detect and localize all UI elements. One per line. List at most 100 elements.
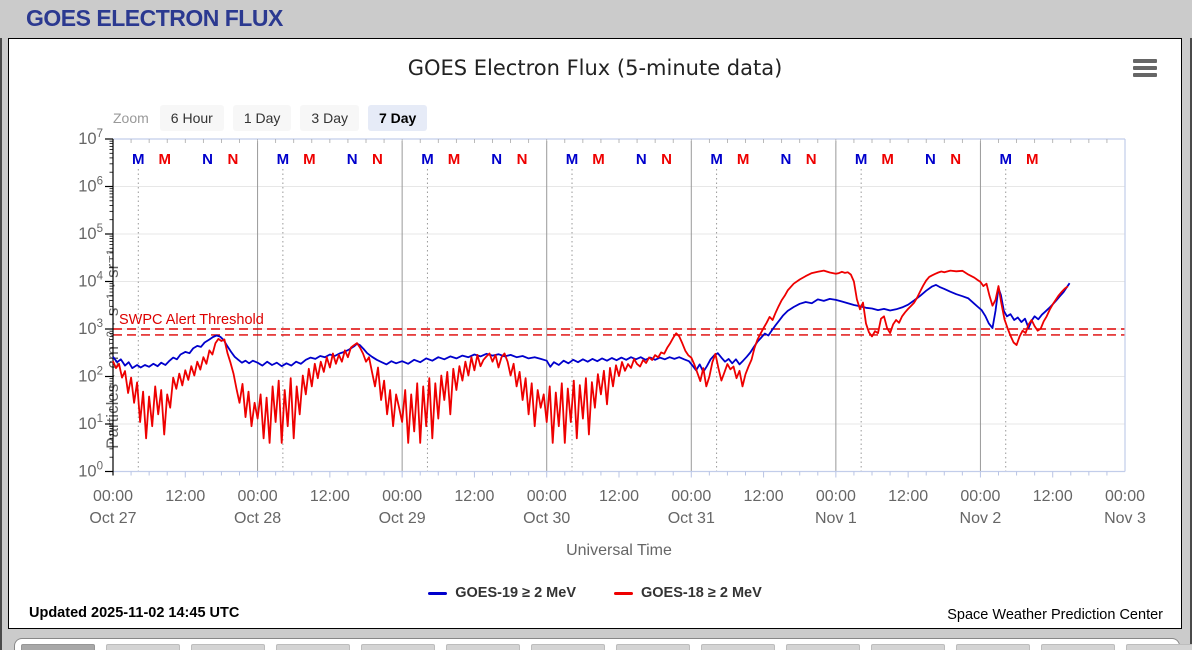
satellite-marker-M: M xyxy=(159,151,172,168)
satellite-marker-N: N xyxy=(227,151,238,168)
x-tick-date-label: Nov 1 xyxy=(815,510,857,527)
satellite-marker-M: M xyxy=(855,151,868,168)
zoom-button-3day[interactable]: 3 Day xyxy=(300,105,359,131)
satellite-marker-M: M xyxy=(303,151,316,168)
satellite-marker-N: N xyxy=(517,151,528,168)
satellite-marker-N: N xyxy=(372,151,383,168)
x-tick-time-label: 12:00 xyxy=(165,488,205,505)
legend-label-goes19: GOES-19 ≥ 2 MeV xyxy=(455,585,576,601)
x-tick-time-label: 12:00 xyxy=(888,488,928,505)
satellite-marker-M: M xyxy=(710,151,723,168)
satellite-marker-N: N xyxy=(780,151,791,168)
x-tick-time-label: 12:00 xyxy=(454,488,494,505)
x-tick-time-label: 00:00 xyxy=(960,488,1000,505)
x-axis-title: Universal Time xyxy=(566,542,672,559)
flux-chart[interactable]: SWPC Alert Threshold 100 101 102 103 104 105 10… xyxy=(9,39,1181,599)
bottom-tab[interactable] xyxy=(446,644,520,650)
chart-legend: GOES-19 ≥ 2 MeV GOES-18 ≥ 2 MeV xyxy=(9,585,1181,601)
satellite-marker-M: M xyxy=(1026,151,1039,168)
x-tick-time-label: 00:00 xyxy=(527,488,567,505)
bottom-tab-row xyxy=(21,644,1192,650)
chart-panel: SWPC Alert Threshold 100 101 102 103 104 105 10… xyxy=(8,38,1182,629)
x-tick-date-label: Nov 2 xyxy=(960,510,1002,527)
satellite-marker-N: N xyxy=(925,151,936,168)
x-tick-date-label: Oct 27 xyxy=(89,510,136,527)
swpc-threshold-label: SWPC Alert Threshold xyxy=(119,312,264,328)
satellite-marker-M: M xyxy=(737,151,750,168)
satellite-marker-N: N xyxy=(491,151,502,168)
satellite-marker-M: M xyxy=(592,151,605,168)
bottom-tab[interactable] xyxy=(1126,644,1192,650)
y-tick-label: 107 xyxy=(78,128,103,148)
bottom-partial-widget xyxy=(14,638,1192,650)
satellite-marker-M: M xyxy=(566,151,579,168)
satellite-marker-M: M xyxy=(277,151,290,168)
x-tick-time-label: 00:00 xyxy=(382,488,422,505)
updated-timestamp: Updated 2025-11-02 14:45 UTC xyxy=(29,605,240,621)
swpc-credit: Space Weather Prediction Center xyxy=(947,607,1163,623)
x-tick-time-label: 12:00 xyxy=(744,488,784,505)
x-tick-date-label: Oct 29 xyxy=(379,510,426,527)
bottom-tab[interactable] xyxy=(21,644,95,650)
satellite-marker-M: M xyxy=(132,151,145,168)
x-tick-date-label: Oct 28 xyxy=(234,510,281,527)
legend-item-goes18[interactable]: GOES-18 ≥ 2 MeV xyxy=(614,585,762,601)
zoom-button-6hour[interactable]: 6 Hour xyxy=(159,105,224,131)
y-tick-label: 106 xyxy=(78,176,103,196)
satellite-marker-M: M xyxy=(448,151,461,168)
zoom-button-1day[interactable]: 1 Day xyxy=(232,105,292,131)
y-tick-label: 103 xyxy=(78,318,103,338)
x-tick-time-label: 12:00 xyxy=(1033,488,1073,505)
bottom-tab[interactable] xyxy=(616,644,690,650)
series-line-goes18 xyxy=(112,269,1069,444)
satellite-marker-N: N xyxy=(661,151,672,168)
satellite-marker-N: N xyxy=(347,151,358,168)
bottom-tab[interactable] xyxy=(701,644,775,650)
bottom-tab[interactable] xyxy=(531,644,605,650)
bottom-tab[interactable] xyxy=(106,644,180,650)
app-header: GOES ELECTRON FLUX xyxy=(0,0,1192,37)
zoom-label: Zoom xyxy=(113,110,149,126)
satellite-marker-N: N xyxy=(202,151,213,168)
panel-footer: Updated 2025-11-02 14:45 UTC Space Weath… xyxy=(9,603,1181,627)
legend-item-goes19[interactable]: GOES-19 ≥ 2 MeV xyxy=(428,585,576,601)
y-tick-label: 101 xyxy=(78,413,103,433)
y-tick-label: 105 xyxy=(78,223,103,243)
content-frame xyxy=(0,38,1192,650)
goes19-line-swatch xyxy=(428,591,448,595)
x-tick-time-label: 00:00 xyxy=(238,488,278,505)
x-tick-date-label: Nov 3 xyxy=(1104,510,1146,527)
satellite-marker-M: M xyxy=(999,151,1012,168)
goes18-line-swatch xyxy=(614,591,633,595)
satellite-marker-M: M xyxy=(421,151,434,168)
x-tick-date-label: Oct 30 xyxy=(523,510,570,527)
bottom-tab[interactable] xyxy=(191,644,265,650)
satellite-marker-N: N xyxy=(806,151,817,168)
y-tick-label: 100 xyxy=(78,461,103,481)
zoom-controls: Zoom 6 Hour 1 Day 3 Day 7 Day xyxy=(113,105,428,131)
y-tick-label: 102 xyxy=(78,366,103,386)
x-tick-time-label: 00:00 xyxy=(1105,488,1145,505)
x-tick-time-label: 00:00 xyxy=(671,488,711,505)
bottom-tab[interactable] xyxy=(1041,644,1115,650)
chart-title: GOES Electron Flux (5-minute data) xyxy=(407,56,783,80)
bottom-tab[interactable] xyxy=(276,644,350,650)
satellite-marker-M: M xyxy=(881,151,894,168)
bottom-tab[interactable] xyxy=(361,644,435,650)
bottom-tab[interactable] xyxy=(956,644,1030,650)
y-tick-label: 104 xyxy=(78,271,103,291)
hamburger-menu-icon[interactable] xyxy=(1133,59,1159,81)
x-tick-time-label: 00:00 xyxy=(93,488,133,505)
bottom-tab[interactable] xyxy=(786,644,860,650)
x-tick-time-label: 12:00 xyxy=(310,488,350,505)
satellite-marker-N: N xyxy=(636,151,647,168)
x-tick-time-label: 00:00 xyxy=(816,488,856,505)
series-line-goes19 xyxy=(112,282,1071,373)
x-tick-date-label: Oct 31 xyxy=(668,510,715,527)
legend-label-goes18: GOES-18 ≥ 2 MeV xyxy=(641,585,762,601)
x-tick-time-label: 12:00 xyxy=(599,488,639,505)
bottom-tab[interactable] xyxy=(871,644,945,650)
page-title: GOES ELECTRON FLUX xyxy=(26,5,283,31)
zoom-button-7day[interactable]: 7 Day xyxy=(367,105,428,131)
